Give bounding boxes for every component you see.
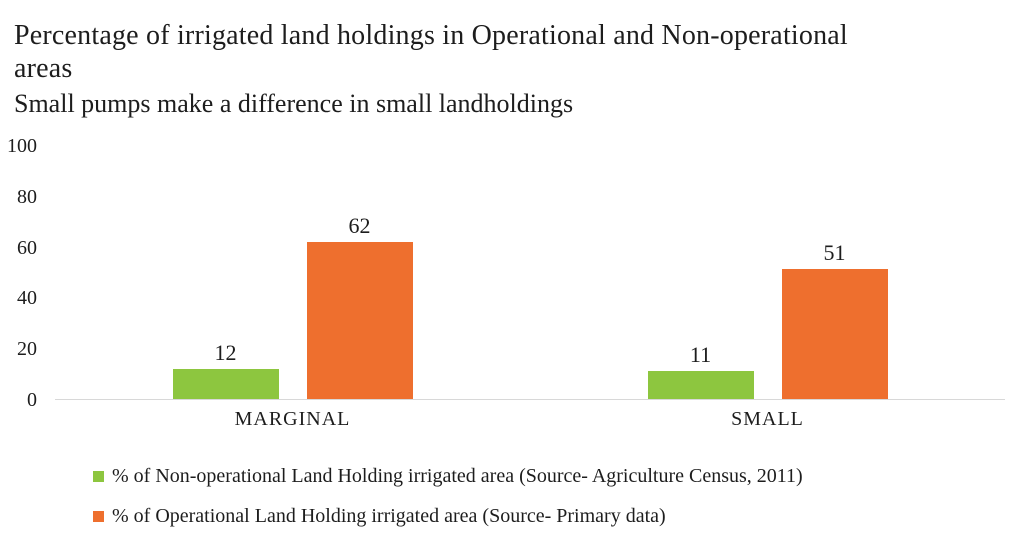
y-axis-tick-label: 100 (7, 135, 37, 157)
legend-swatch-icon (93, 511, 104, 522)
legend: % of Non-operational Land Holding irriga… (93, 463, 803, 543)
y-axis-tick-label: 60 (17, 236, 37, 259)
bar-marginal-series1 (172, 368, 279, 399)
bar-small-series1 (647, 371, 754, 399)
bar-value-label: 51 (823, 240, 846, 266)
x-axis-category-label: MARGINAL (234, 408, 351, 430)
y-axis-tick-label: 20 (17, 338, 37, 361)
bar-small-series2 (781, 269, 888, 399)
chart-subtitle: Small pumps make a difference in small l… (14, 89, 574, 118)
y-axis-tick-label: 80 (17, 185, 37, 208)
legend-item: % of Non-operational Land Holding irriga… (93, 463, 803, 490)
plot-area: 12 62 MARGINAL 11 51 SMALL (55, 146, 1005, 430)
x-axis-category-label: SMALL (731, 408, 804, 430)
bar-value-label: 12 (214, 339, 237, 365)
bar-value-label: 62 (348, 212, 371, 238)
bar-marginal-series2 (306, 241, 413, 399)
y-axis: 0 20 40 60 80 100 (0, 135, 40, 411)
bar-value-label: 11 (689, 342, 712, 368)
legend-label: % of Non-operational Land Holding irriga… (112, 465, 803, 487)
legend-swatch-icon (93, 471, 104, 482)
chart-title: Percentage of irrigated land holdings in… (14, 20, 848, 84)
legend-item: % of Operational Land Holding irrigated … (93, 503, 803, 530)
legend-label: % of Operational Land Holding irrigated … (112, 505, 666, 527)
y-axis-tick-label: 40 (17, 287, 37, 310)
y-axis-tick-label: 0 (27, 389, 37, 411)
